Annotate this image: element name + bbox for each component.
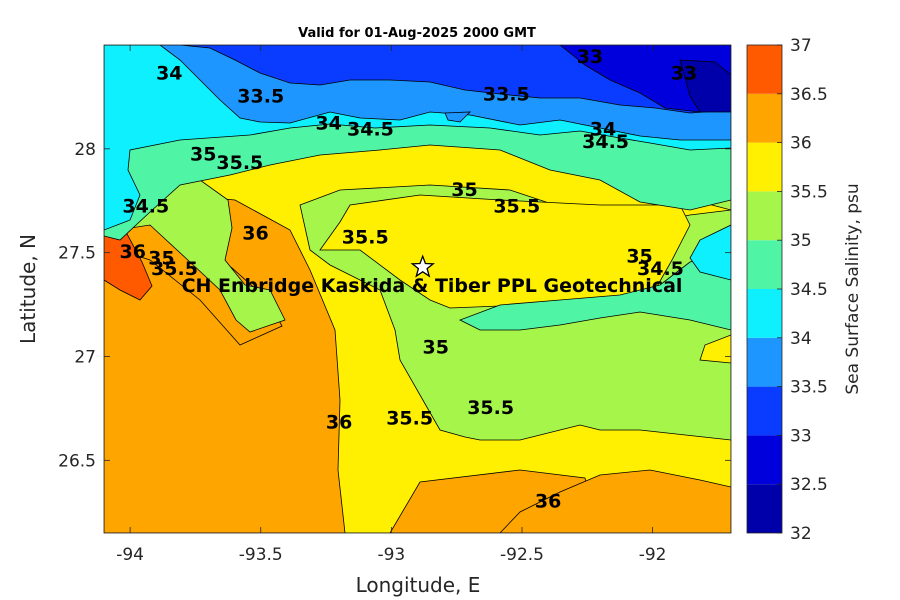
colorbar-segment [747,386,782,436]
y-tick-label: 28 [74,140,96,160]
colorbar-tick-label: 34.5 [790,280,828,300]
contour-label: 36 [326,411,352,433]
x-tick-label: -92.5 [500,545,544,565]
contour-label: 33.5 [237,85,284,107]
colorbar-tick-label: 33 [790,426,812,446]
contour-label: 34.5 [582,131,629,153]
region-35-west-band [104,174,286,333]
contour-label: 35.5 [151,258,198,280]
colorbar-segment [747,435,782,485]
y-tick-label: 26.5 [58,451,96,471]
colorbar-tick-label: 33.5 [790,378,828,398]
contour-label: 36 [242,222,268,244]
contour-label: 35.5 [386,407,433,429]
y-tick-label: 27 [74,347,96,367]
colorbar-segment [747,484,782,533]
y-tick-label: 27.5 [58,244,96,264]
colorbar-segment [747,142,782,192]
colorbar-tick-label: 34 [790,329,812,349]
colorbar-tick-label: 32.5 [790,475,828,495]
contour-label: 35 [423,337,449,359]
plot-frame [103,44,732,534]
contour-label: 36 [535,490,561,512]
contour-label: 33 [577,46,603,68]
colorbar-ticks: 32 32.5 33 33.5 34 34.5 35 35.5 36 36.5 37 [777,36,828,544]
region-34-east [689,224,731,281]
colorbar-segment [747,240,782,289]
contour-label: 34 [590,119,616,141]
colorbar-label: Sea Surface Salinity, psu [843,183,863,394]
contour-label: 34.5 [637,258,684,280]
colorbar-segment [747,289,782,338]
contour-label: 35 [148,247,174,269]
region-33-5-island [444,111,472,123]
colorbar [747,45,782,533]
colorbar-segment [747,93,782,143]
contour-label: 34.5 [347,119,394,141]
colorbar-tick-label: 35.5 [790,182,828,202]
contour-label: 35.5 [493,195,540,217]
colorbar-segment [747,337,782,387]
contour-label: 34 [156,63,182,85]
contour-label: 35.5 [216,152,263,174]
contour-label: 35 [626,245,652,267]
contour-label: 35 [190,144,216,166]
colorbar-tick-label: 35 [790,231,812,251]
colorbar-segment [747,191,782,241]
colorbar-tick-label: 37 [790,36,812,56]
contour-label: 34.5 [122,195,169,217]
contour-label: 35 [451,179,477,201]
x-tick-label: -92 [639,545,667,565]
x-tick-label: -93 [377,545,405,565]
colorbar-tick-label: 36.5 [790,85,828,105]
contour-label: 33.5 [483,83,530,105]
x-axis-label: Longitude, E [356,573,481,597]
contour-label: 33 [671,63,697,85]
y-axis-label: Latitude, N [16,234,40,344]
y-axis-ticks: 26.5 27 27.5 28 [58,140,731,471]
region-34-5-east [459,249,731,331]
x-tick-label: -94 [116,545,144,565]
colorbar-tick-label: 36 [790,134,812,154]
contour-label: 35.5 [467,397,514,419]
region-35-inner-yellow [319,194,691,309]
x-axis-ticks: -94 -93.5 -93 -92.5 -92 [116,45,667,565]
station-label: CH Enbridge Kaskida & Tiber PPL Geotechn… [182,275,683,297]
colorbar-segment [747,45,782,94]
region-36-5 [104,225,153,301]
contour-label: 36 [120,241,146,263]
x-tick-label: -93.5 [239,545,283,565]
region-32 [679,59,731,113]
station-star-icon [410,254,435,278]
contour-label: 35.5 [342,227,389,249]
contour-label: 34 [315,112,341,134]
region-36-south [499,469,731,533]
station-layer: CH Enbridge Kaskida & Tiber PPL Geotechn… [182,254,683,297]
chart-title: Valid for 01-Aug-2025 2000 GMT [298,26,536,41]
colorbar-tick-label: 32 [790,524,812,544]
contour-map [104,45,731,533]
